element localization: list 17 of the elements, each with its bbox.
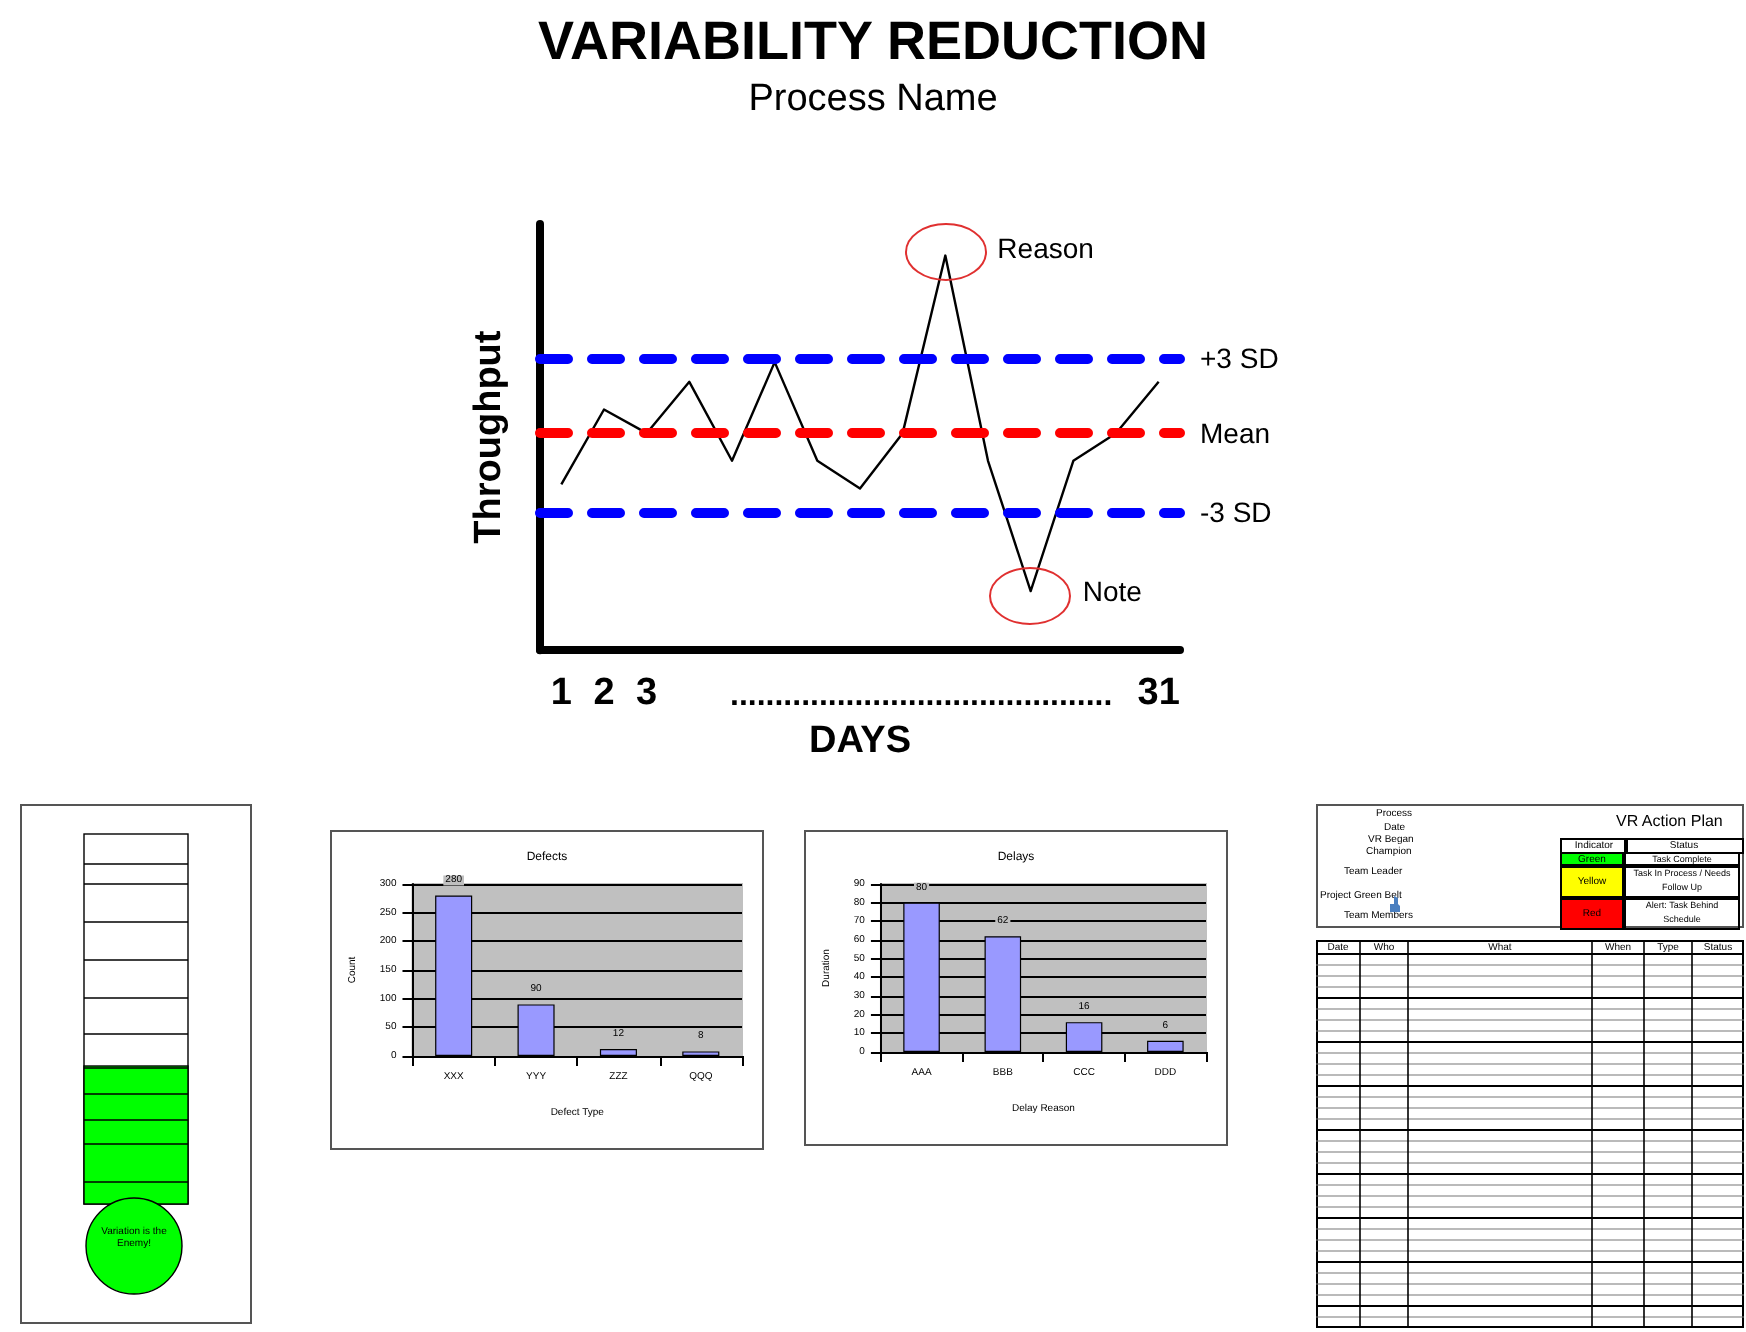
text: VR Action Plan bbox=[1616, 812, 1723, 832]
ref-line-label: +3 SD bbox=[1200, 342, 1279, 375]
x-tick-label: 2 bbox=[593, 672, 615, 715]
bar bbox=[599, 1049, 637, 1056]
x-tick-label: 31 bbox=[1137, 672, 1181, 715]
annotation: Note bbox=[1082, 575, 1143, 608]
chart-subtitle: Process Name bbox=[748, 78, 998, 120]
bar bbox=[1147, 1040, 1184, 1052]
x-tick-label: 3 bbox=[636, 672, 658, 715]
chart-title: VARIABILITY REDUCTION bbox=[537, 11, 1209, 71]
annotation: Reason bbox=[997, 231, 1094, 264]
y-axis-title: Throughput bbox=[468, 329, 510, 544]
ref-line-label: Mean bbox=[1200, 417, 1271, 450]
x-axis-title: DAYS bbox=[808, 720, 912, 762]
text: ........................................... bbox=[730, 679, 1113, 713]
x-tick-label: 1 bbox=[550, 672, 573, 715]
ref-line-label: -3 SD bbox=[1200, 496, 1272, 529]
